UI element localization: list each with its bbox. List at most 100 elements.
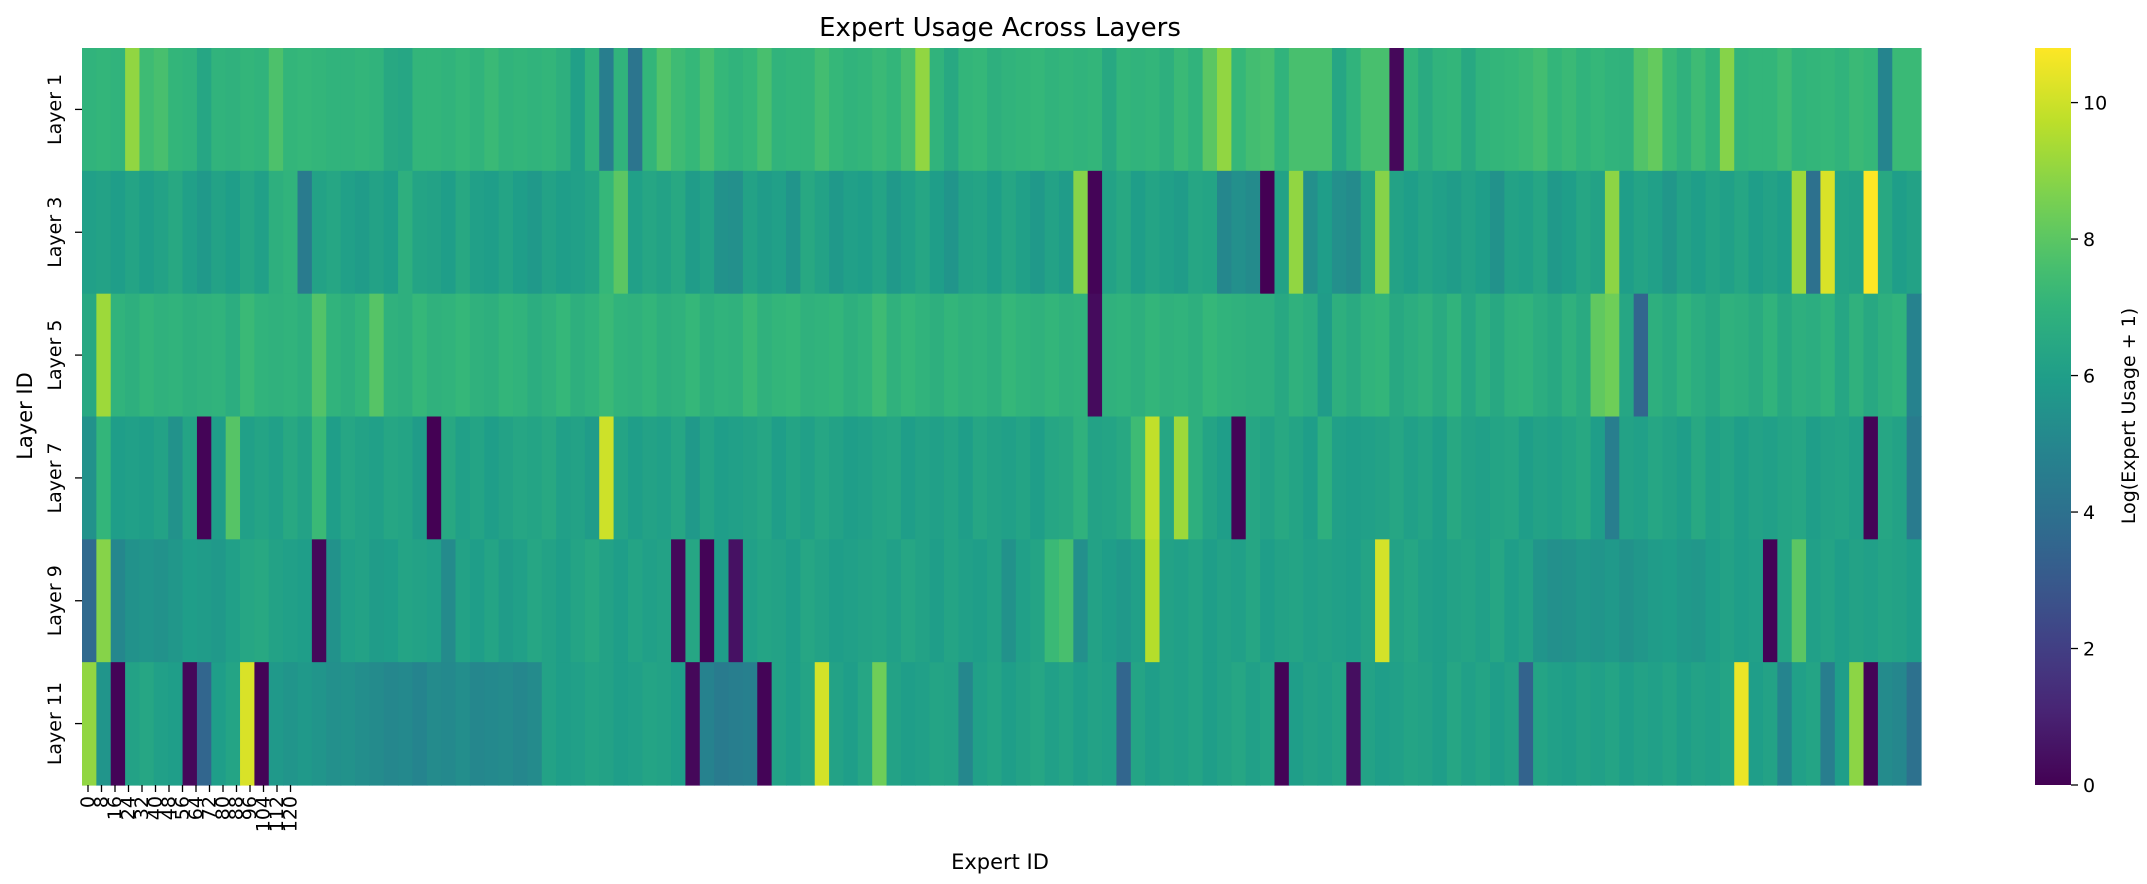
heatmap-cell (153, 170, 169, 295)
heatmap-cell (455, 170, 471, 295)
heatmap-cell (484, 48, 500, 172)
heatmap-cell (1590, 662, 1606, 786)
heatmap-cell (1762, 662, 1778, 786)
heatmap-cell (742, 662, 758, 786)
heatmap-cell (771, 662, 787, 786)
heatmap-cell (125, 170, 141, 295)
heatmap-cell (1590, 170, 1606, 295)
heatmap-cell (1619, 48, 1635, 172)
heatmap-cell (757, 170, 773, 295)
heatmap-cell (1820, 170, 1836, 295)
y-tick-label: Layer 5 (44, 320, 66, 391)
heatmap-cell (110, 170, 126, 295)
heatmap-cell (1791, 170, 1807, 295)
heatmap-cell (1145, 416, 1161, 540)
colorbar-gradient (2035, 48, 2071, 785)
heatmap-cell (110, 416, 126, 540)
heatmap-cell (268, 416, 284, 540)
heatmap-cell (843, 293, 859, 418)
heatmap-cell (82, 416, 97, 540)
heatmap-cell (1044, 416, 1060, 540)
heatmap-cell (1418, 293, 1434, 418)
heatmap-cell (1504, 48, 1520, 172)
heatmap-cell (96, 170, 112, 295)
x-tick-label: 16 (104, 796, 126, 820)
heatmap-cell (671, 662, 687, 786)
heatmap-cell (1461, 662, 1477, 786)
heatmap-cell (354, 662, 370, 786)
heatmap-cell (1806, 293, 1822, 418)
heatmap-cell (254, 48, 270, 172)
heatmap-cell (383, 416, 399, 540)
heatmap-cell (929, 293, 945, 418)
heatmap-cell (1648, 170, 1663, 295)
heatmap-cell (1217, 662, 1232, 786)
heatmap-cell (1906, 539, 1922, 663)
heatmap-cell (311, 416, 327, 540)
heatmap-cell (785, 416, 801, 540)
heatmap-cell (541, 48, 557, 172)
heatmap-cell (268, 48, 284, 172)
heatmap-cell (1748, 416, 1764, 540)
heatmap-cell (1820, 293, 1836, 418)
heatmap-cells (82, 48, 1922, 786)
heatmap-cell (800, 293, 816, 418)
heatmap-cell (1173, 293, 1189, 418)
heatmap-cell (1073, 293, 1089, 418)
heatmap-cell (685, 170, 701, 295)
heatmap-cell (1662, 170, 1678, 295)
heatmap-cell (455, 662, 471, 786)
heatmap-cell (1288, 662, 1304, 786)
heatmap-cell (1604, 293, 1620, 418)
heatmap-cell (1087, 293, 1103, 418)
heatmap-cell (1130, 48, 1146, 172)
heatmap-cell (1116, 170, 1132, 295)
heatmap-cell (785, 170, 801, 295)
heatmap-cell (168, 170, 184, 295)
heatmap-cell (1705, 662, 1721, 786)
heatmap-cell (1892, 539, 1908, 663)
heatmap-cell (944, 539, 959, 663)
heatmap-cell (1130, 416, 1146, 540)
heatmap-cell (1403, 48, 1419, 172)
heatmap-cell (82, 170, 97, 295)
heatmap-cell (441, 293, 457, 418)
heatmap-cell (987, 416, 1003, 540)
heatmap-cell (1288, 293, 1304, 418)
heatmap-cell (110, 293, 126, 418)
heatmap-cell (1403, 662, 1419, 786)
heatmap-cell (1389, 293, 1405, 418)
heatmap-cell (1116, 293, 1132, 418)
heatmap-cell (1461, 48, 1477, 172)
heatmap-cell (541, 293, 557, 418)
heatmap-cell (1489, 48, 1505, 172)
heatmap-cell (1705, 539, 1721, 663)
heatmap-cell (1102, 48, 1118, 172)
heatmap-cell (1274, 293, 1290, 418)
heatmap-cell (1202, 170, 1218, 295)
heatmap-cell (900, 293, 916, 418)
heatmap-cell (1791, 539, 1807, 663)
heatmap-cell (627, 416, 643, 540)
heatmap-cell (613, 416, 629, 540)
heatmap-cell (168, 662, 184, 786)
heatmap-cell (283, 293, 299, 418)
heatmap-cell (1676, 48, 1692, 172)
heatmap-cell (1590, 416, 1606, 540)
heatmap-cell (1877, 416, 1893, 540)
heatmap-cell (283, 539, 299, 663)
heatmap-cell (283, 662, 299, 786)
heatmap-cell (469, 170, 485, 295)
heatmap-cell (1734, 170, 1750, 295)
heatmap-cell (340, 662, 356, 786)
x-tick-label: 120 (280, 796, 302, 832)
heatmap-cell (944, 48, 959, 172)
heatmap-cell (1015, 662, 1031, 786)
heatmap-cell (570, 539, 586, 663)
heatmap-cell (1576, 170, 1592, 295)
heatmap-cell (843, 539, 859, 663)
y-tick-label: Layer 9 (44, 565, 66, 636)
x-tick-label: 40 (145, 796, 167, 820)
heatmap-cell (1360, 170, 1376, 295)
heatmap-cell (1159, 416, 1175, 540)
